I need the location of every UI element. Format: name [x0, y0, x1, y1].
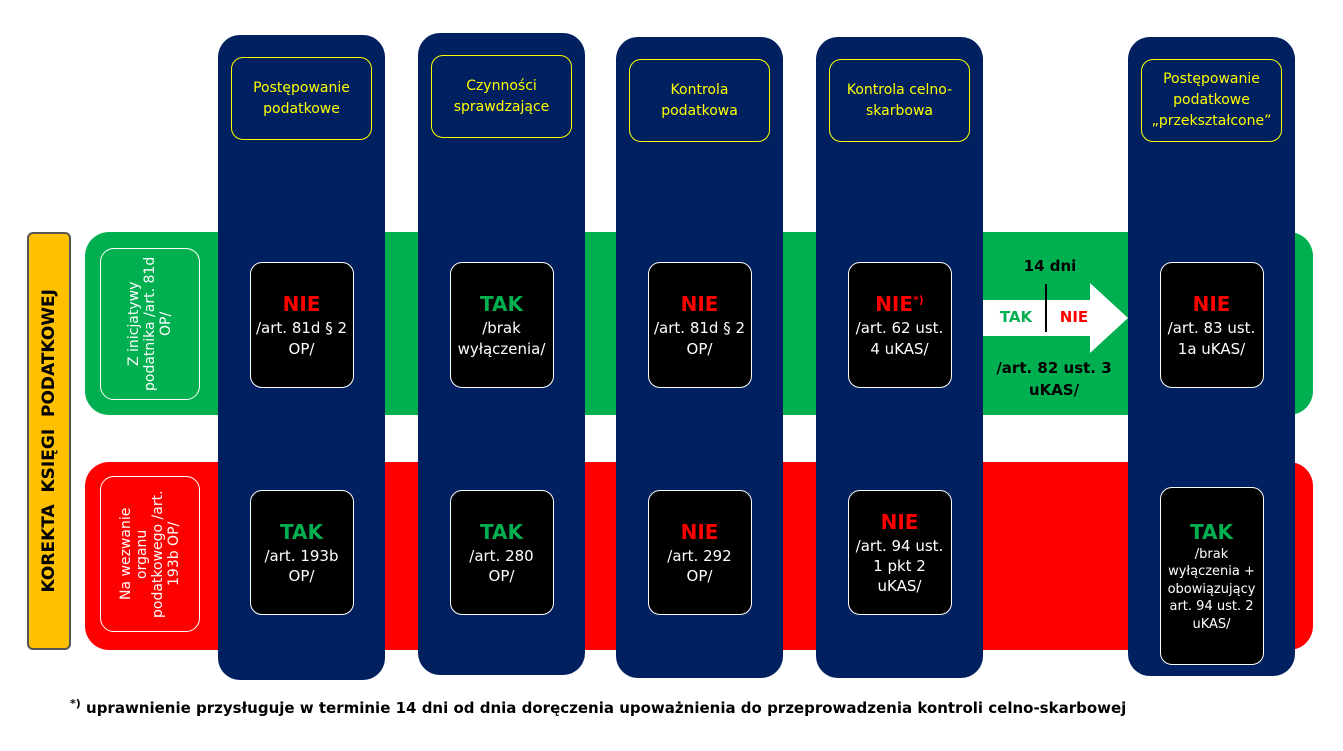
column-header: Kontrola podatkowa: [629, 59, 770, 142]
verdict: TAK: [479, 292, 524, 317]
detail: /art. 62 ust. 4 uKAS/: [855, 319, 944, 358]
footnote: *) uprawnienie przysługuje w terminie 14…: [70, 697, 1126, 717]
arrow-left: TAK: [999, 308, 1033, 326]
cell: NIE/art. 83 ust. 1a uKAS/: [1159, 262, 1264, 388]
cell: NIE/art. 94 ust. 1 pkt 2 uKAS/: [847, 490, 952, 615]
arrow: [982, 283, 1128, 353]
verdict-line: NIE: [1193, 291, 1231, 318]
verdict-line: NIE: [283, 291, 321, 318]
verdict: NIE: [282, 292, 321, 317]
detail: /art. 81d § 2 OP/: [653, 319, 746, 358]
arrow-right: NIE: [1059, 308, 1089, 326]
row-label: Na wezwanie organu podatkowego /art. 193…: [118, 490, 182, 618]
verdict: TAK: [279, 519, 324, 544]
row-label: Z inicjatywy podatnika /art. 81d OP/: [126, 256, 174, 392]
cell: NIE*)/art. 62 ust. 4 uKAS/: [847, 262, 952, 388]
side-label: KOREKTA KSIĘGI PODATKOWEJ: [39, 289, 59, 593]
note-mark: *): [913, 293, 924, 307]
arrow-shape: [982, 283, 1128, 353]
verdict: TAK: [479, 519, 524, 544]
footnote-text: uprawnienie przysługuje w terminie 14 dn…: [86, 699, 1127, 717]
column-header: Postępowanie podatkowe: [231, 57, 372, 140]
column-header: Kontrola celno-skarbowa: [829, 59, 970, 142]
arrow-reference: /art. 82 ust. 3 uKAS/: [996, 359, 1112, 399]
cell: NIE/art. 292 OP/: [647, 490, 752, 615]
verdict-line: NIE*): [875, 291, 924, 318]
detail: /art. 280 OP/: [469, 546, 534, 585]
detail: /art. 292 OP/: [667, 546, 732, 585]
verdict-line: NIE: [881, 509, 919, 536]
column-header: Czynności sprawdzające: [431, 55, 572, 138]
verdict-line: NIE: [681, 291, 719, 318]
verdict: NIE: [1192, 292, 1231, 317]
footnote-mark: *): [70, 697, 81, 710]
arrow-days: 14 dni: [1023, 257, 1077, 275]
detail: /art. 83 ust. 1a uKAS/: [1167, 319, 1256, 358]
detail: /brak wyłączenia + obowiązujący art. 94 …: [1167, 546, 1256, 632]
cell: TAK/brak wyłączenia + obowiązujący art. …: [1159, 487, 1264, 665]
verdict-line: TAK: [480, 291, 523, 318]
verdict: NIE: [880, 509, 919, 534]
detail: /art. 81d § 2 OP/: [255, 319, 348, 358]
row-label-box: Z inicjatywy podatnika /art. 81d OP/: [100, 248, 200, 400]
detail: /brak wyłączenia/: [457, 319, 546, 358]
cell: TAK/brak wyłączenia/: [449, 262, 554, 388]
cell: NIE/art. 81d § 2 OP/: [249, 262, 354, 388]
row-label-box: Na wezwanie organu podatkowego /art. 193…: [100, 476, 200, 632]
verdict-line: TAK: [1190, 519, 1233, 546]
side-label-box: KOREKTA KSIĘGI PODATKOWEJ: [27, 232, 71, 650]
detail: /art. 94 ust. 1 pkt 2 uKAS/: [855, 536, 944, 596]
cell: TAK/art. 193b OP/: [249, 490, 354, 615]
verdict: TAK: [1189, 519, 1234, 544]
verdict: NIE: [680, 519, 719, 544]
verdict: NIE: [680, 292, 719, 317]
detail: /art. 193b OP/: [264, 546, 339, 585]
verdict-line: TAK: [480, 519, 523, 546]
verdict-line: TAK: [280, 519, 323, 546]
column-header: Postępowanie podatkowe „przekształcone”: [1141, 59, 1282, 142]
cell: NIE/art. 81d § 2 OP/: [647, 262, 752, 388]
cell: TAK/art. 280 OP/: [449, 490, 554, 615]
verdict: NIE: [875, 292, 914, 317]
verdict-line: NIE: [681, 519, 719, 546]
